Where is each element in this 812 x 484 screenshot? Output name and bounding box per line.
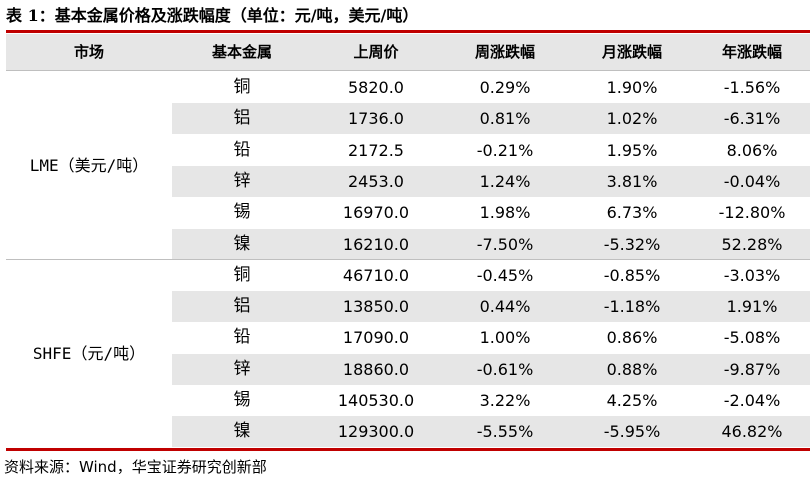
week-change-cell: 3.22% [479,391,531,410]
metal-cell: 铝 [233,108,251,129]
year-change-cell: -9.87% [723,359,781,379]
metal-cell: 锡 [233,390,251,410]
table-row: 铝 13850.0 0.44% -1.18% 1.91% [172,291,810,323]
year-change-cell: -12.80% [718,203,786,223]
header-market: 市场 [73,43,104,61]
week-change-cell: -0.45% [476,265,534,285]
week-change-cell: 1.98% [479,203,531,223]
table-row: 镍 16210.0 -7.50% -5.32% 52.28% [172,228,810,260]
month-change-cell: 1.95% [606,140,658,160]
price-cell: 140530.0 [337,391,415,410]
metal-cell: 铅 [233,327,251,348]
table-row: 锡 140530.0 3.22% 4.25% -2.04% [172,385,810,416]
metal-cell: 锌 [233,170,251,191]
header-week-change: 周涨跌幅 [474,43,535,61]
price-cell: 17090.0 [342,328,410,348]
metal-cell: 锌 [233,358,251,379]
year-change-cell: 46.82% [721,422,783,442]
price-cell: 13850.0 [342,297,410,317]
header-price: 上周价 [353,43,399,61]
table-row: 锡 16970.0 1.98% 6.73% -12.80% [172,197,810,228]
price-cell: 16970.0 [342,203,410,223]
week-change-cell: 0.44% [479,297,531,317]
table-row: 铅 2172.5 -0.21% 1.95% 8.06% [172,135,810,166]
month-change-cell: 4.25% [606,391,658,410]
metal-cell: 锡 [233,202,251,223]
week-change-cell: -5.55% [476,422,534,442]
week-change-cell: 0.81% [479,109,531,129]
year-change-cell: -5.08% [723,328,781,348]
metal-cell: 镍 [233,233,251,254]
price-cell: 2453.0 [348,171,404,191]
price-cell: 46710.0 [342,265,410,285]
metal-cell: 铅 [233,139,251,160]
month-change-cell: 3.81% [606,171,658,191]
market-label: SHFE（元/吨） [32,343,146,363]
header-metal: 基本金属 [211,43,272,61]
metal-cell: 铝 [233,296,251,317]
year-change-cell: 8.06% [726,140,778,160]
table-row: 铝 1736.0 0.81% 1.02% -6.31% [172,103,810,135]
month-change-cell: 0.86% [606,328,658,348]
year-change-cell: -1.56% [723,78,781,97]
metal-cell: 镍 [233,421,251,442]
header-month-change: 月涨跌幅 [601,43,662,61]
month-change-cell: 0.88% [606,359,658,379]
year-change-cell: -6.31% [723,109,781,129]
month-change-cell: -0.85% [603,265,661,285]
month-change-cell: 1.02% [606,109,658,129]
table-title: 表 1：基本金属价格及涨跌幅度（单位：元/吨，美元/吨） [6,6,419,25]
week-change-cell: 0.29% [479,78,531,97]
price-cell: 16210.0 [342,234,410,254]
table-row: 铜 5820.0 0.29% 1.90% -1.56% [172,72,810,103]
table-row: 铅 17090.0 1.00% 0.86% -5.08% [172,322,810,353]
price-cell: 129300.0 [337,422,415,442]
price-cell: 18860.0 [342,359,410,379]
metal-cell: 铜 [233,77,251,97]
week-change-cell: 1.24% [479,171,531,191]
month-change-cell: 1.90% [606,78,658,97]
header-year-change: 年涨跌幅 [721,43,782,61]
month-change-cell: 6.73% [606,203,658,223]
price-cell: 2172.5 [348,140,404,160]
week-change-cell: -0.61% [476,359,534,379]
top-rule [6,30,810,33]
month-change-cell: -5.95% [603,422,661,442]
group-divider [6,259,810,260]
table-row: 镍 129300.0 -5.55% -5.95% 46.82% [172,416,810,448]
price-cell: 1736.0 [348,109,404,129]
metal-cell: 铜 [233,264,251,285]
week-change-cell: -7.50% [476,234,534,254]
year-change-cell: -3.03% [723,265,781,285]
source-note: 资料来源：Wind，华宝证券研究创新部 [4,458,267,476]
bottom-rule [6,448,810,451]
table-row: 铜 46710.0 -0.45% -0.85% -3.03% [172,260,810,291]
year-change-cell: 1.91% [726,297,778,317]
week-change-cell: 1.00% [479,328,531,348]
year-change-cell: -0.04% [723,171,781,191]
table-row: 锌 18860.0 -0.61% 0.88% -9.87% [172,353,810,385]
month-change-cell: -1.18% [603,297,661,317]
month-change-cell: -5.32% [603,234,661,254]
year-change-cell: -2.04% [723,391,781,410]
year-change-cell: 52.28% [721,234,783,254]
price-cell: 5820.0 [348,78,404,97]
week-change-cell: -0.21% [476,140,534,160]
market-label: LME（美元/吨） [29,156,149,175]
table-row: 锌 2453.0 1.24% 3.81% -0.04% [172,165,810,197]
table-header: 市场 基本金属 上周价 周涨跌幅 月涨跌幅 年涨跌幅 [6,34,810,71]
